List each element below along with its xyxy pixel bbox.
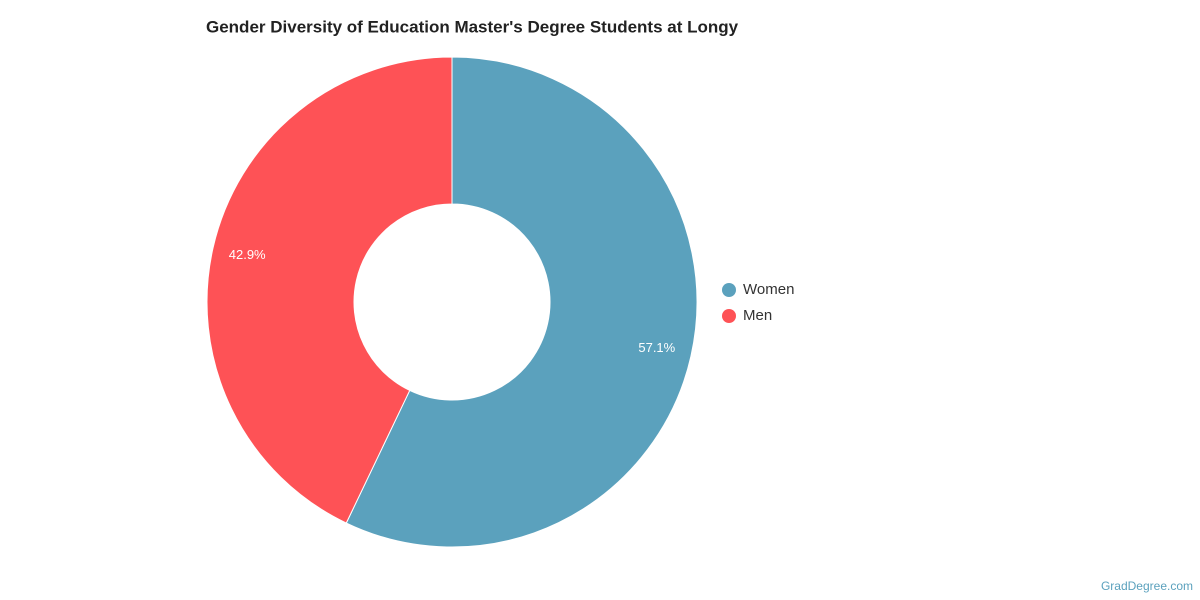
legend-label: Men <box>743 307 772 324</box>
data-label: 57.1% <box>638 340 675 355</box>
credit: GradDegree.com <box>1101 579 1193 593</box>
slice <box>206 56 453 524</box>
legend-marker <box>722 309 736 323</box>
chart-title: Gender Diversity of Education Master's D… <box>206 17 739 36</box>
data-label: 42.9% <box>229 247 266 262</box>
legend-marker <box>722 283 736 297</box>
slice <box>345 56 698 548</box>
legend-label: Women <box>743 281 794 298</box>
